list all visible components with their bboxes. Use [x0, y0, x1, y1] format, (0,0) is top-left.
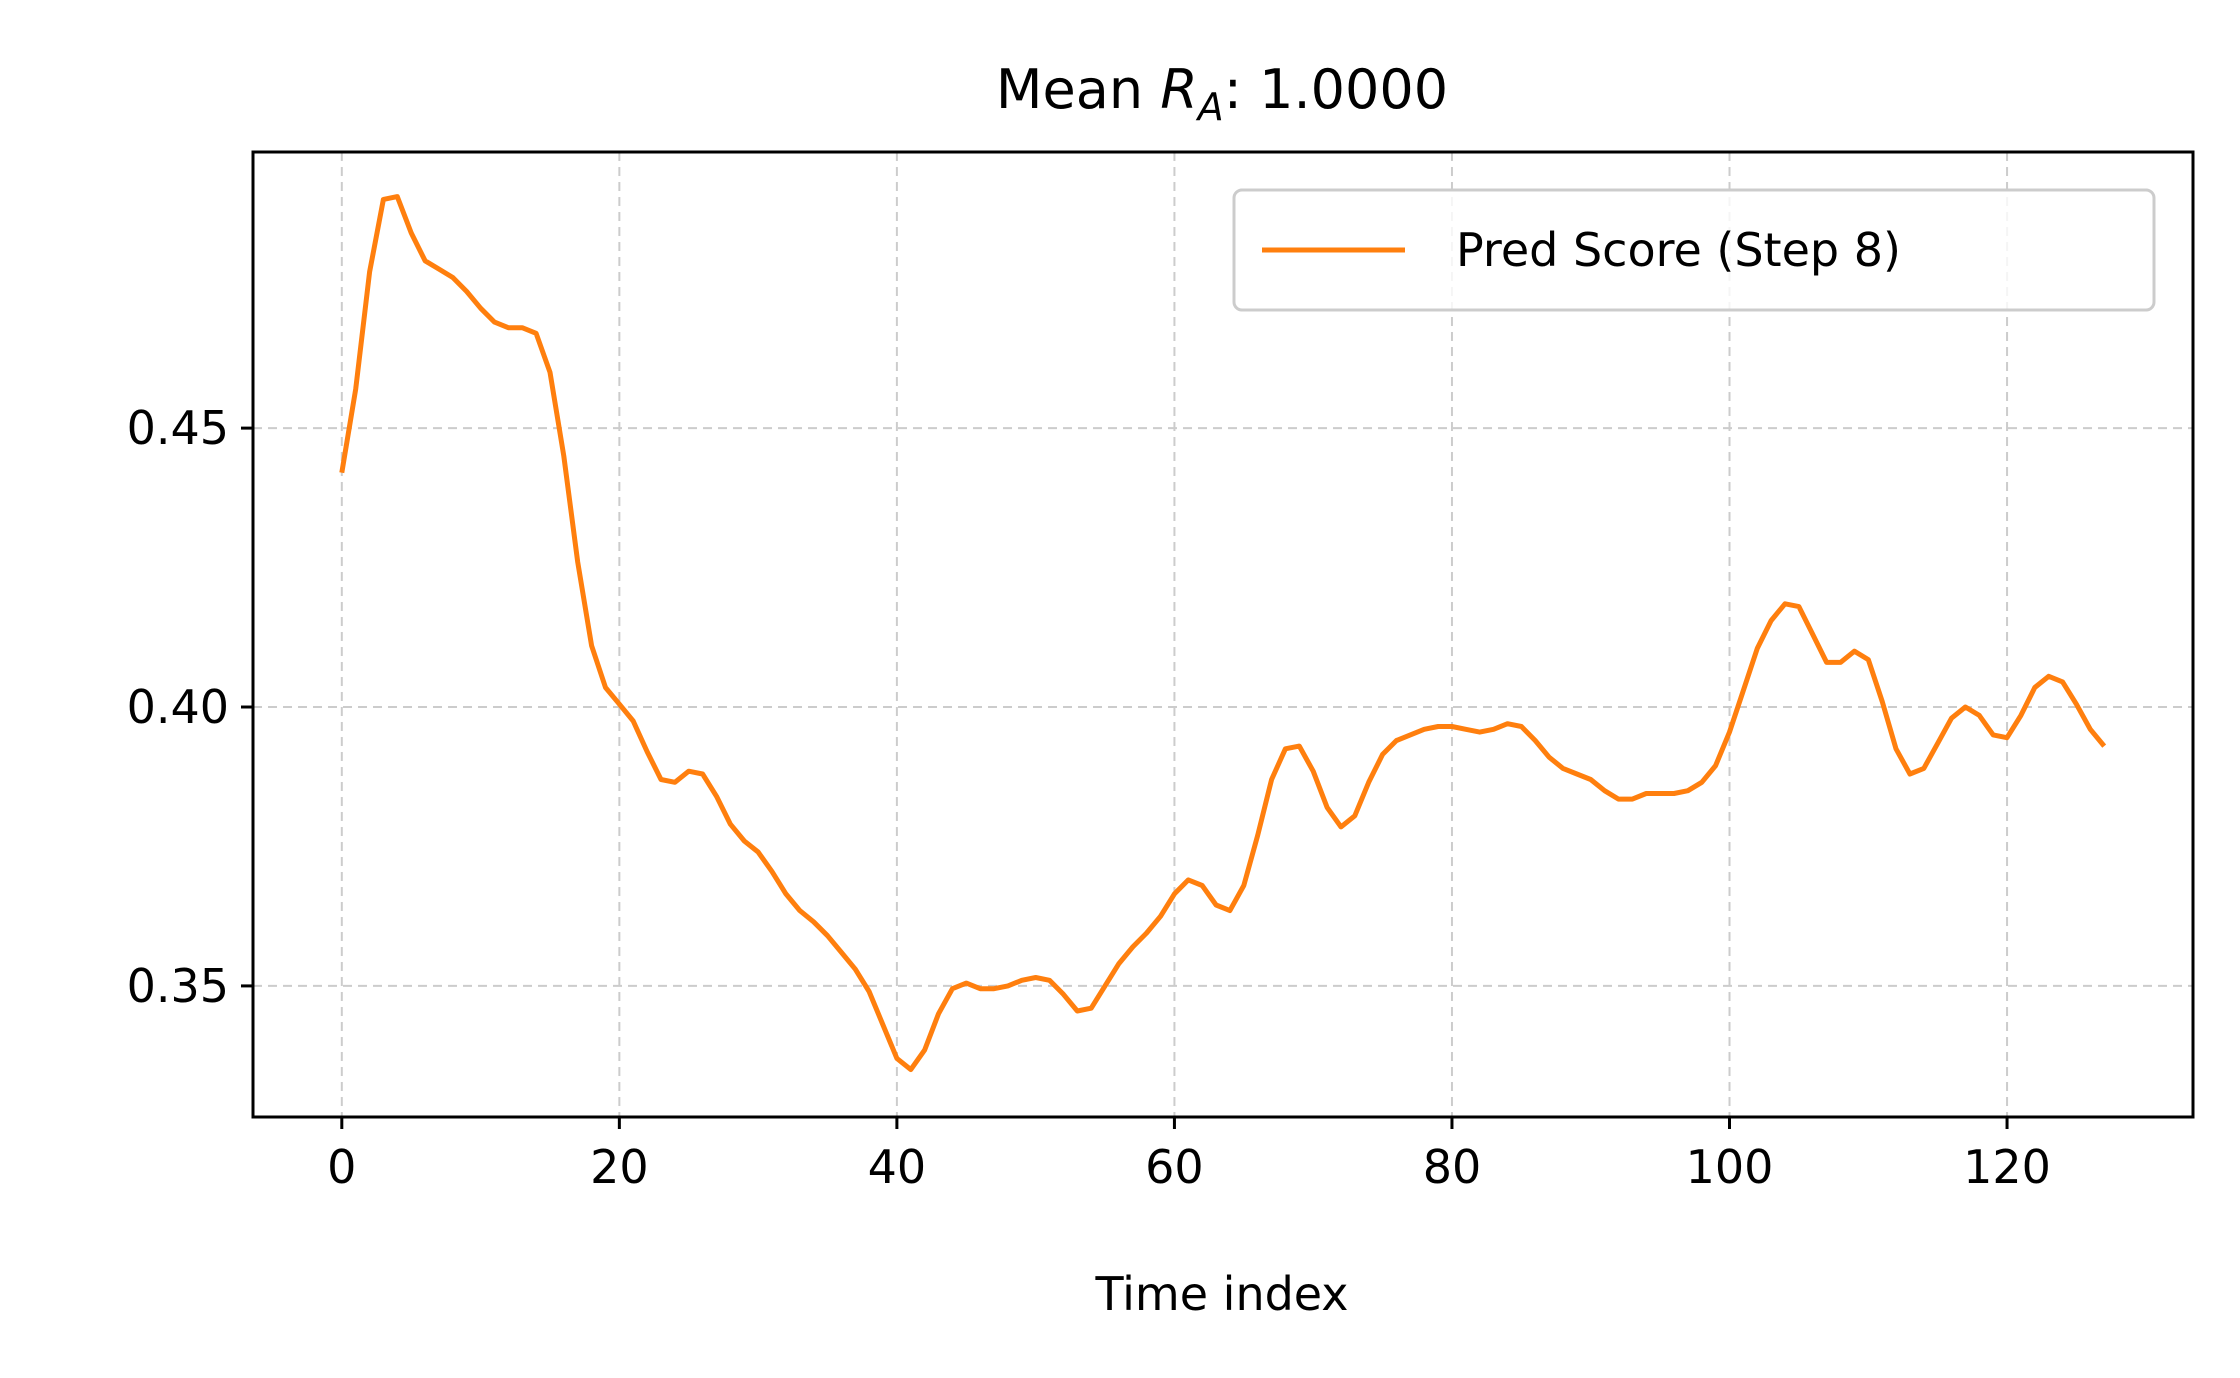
chart-title-math-sub: A	[1195, 85, 1224, 129]
legend-box	[1232, 188, 2156, 312]
x-tick-label: 20	[590, 1140, 649, 1194]
x-tick-label: 120	[1963, 1140, 2051, 1194]
series-line	[339, 194, 2107, 1073]
chart-title-suffix: : 1.0000	[1224, 58, 1448, 121]
legend-label: Pred Score (Step 8)	[1456, 223, 1901, 277]
x-tick-label: 0	[327, 1140, 356, 1194]
y-tick-label: 0.45	[127, 401, 229, 455]
x-tick-label: 40	[868, 1140, 927, 1194]
chart-title-prefix: Mean	[996, 58, 1160, 121]
series-layer	[339, 194, 2107, 1073]
plot-area-frame	[251, 150, 2195, 1119]
x-axis-label: Time index	[1094, 1267, 1348, 1321]
ticks: 0 20 40 60 80 100 120 0.35 0.40 0.45	[127, 401, 2051, 1194]
x-tick-label: 80	[1423, 1140, 1482, 1194]
chart-title: Mean RA: 1.0000	[996, 58, 1448, 129]
chart-title-math-base: R	[1160, 58, 1198, 121]
legend: Pred Score (Step 8)	[1232, 188, 2156, 312]
y-tick-label: 0.40	[127, 680, 229, 734]
y-tick-label: 0.35	[127, 959, 229, 1013]
x-tick-label: 100	[1686, 1140, 1774, 1194]
grid	[253, 152, 2193, 1117]
x-tick-label: 60	[1145, 1140, 1204, 1194]
